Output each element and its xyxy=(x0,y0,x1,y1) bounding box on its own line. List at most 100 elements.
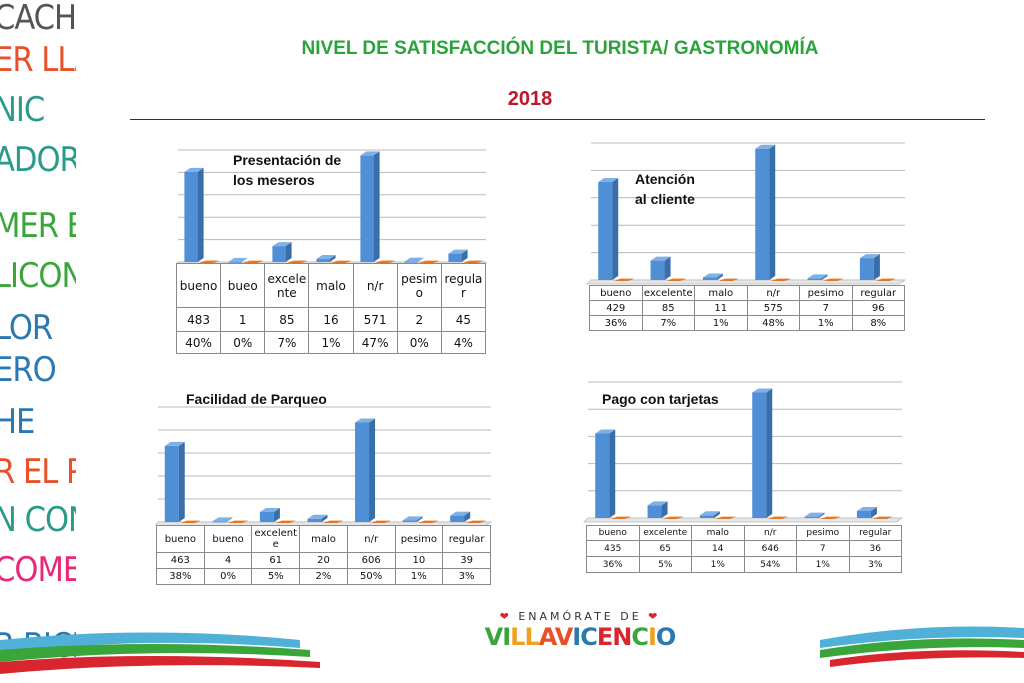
bar-front xyxy=(360,155,374,262)
table-header-line: excelent xyxy=(254,528,298,539)
bar-malo-3 xyxy=(316,255,352,263)
bar-side xyxy=(241,257,248,262)
side-art-word: NIC xyxy=(0,90,45,130)
side-art-word: ADORE xyxy=(0,140,76,180)
bar-bueo-1 xyxy=(228,257,264,263)
table-header-line: pesim xyxy=(401,271,438,286)
table-percent-cell: 36% xyxy=(586,556,640,573)
bar-secondary-mark xyxy=(199,260,220,263)
table-value-cell: 14 xyxy=(691,540,745,557)
bar-bueno-0 xyxy=(595,429,632,519)
table-value-cell: 85 xyxy=(264,307,310,332)
table-percent-cell: 5% xyxy=(251,568,301,585)
bar-side xyxy=(766,388,773,518)
title-divider xyxy=(130,119,985,120)
bar-top xyxy=(755,144,776,149)
bar-secondary-mark xyxy=(715,516,736,519)
logo-letter: I xyxy=(502,623,511,651)
table-percent-cell: 38% xyxy=(156,568,205,585)
table-value-cell: 463 xyxy=(156,552,205,569)
logo-letter: E xyxy=(596,623,613,651)
table-header-line: regular xyxy=(448,533,485,545)
bar-regular-6 xyxy=(448,249,484,263)
bar-front xyxy=(448,253,462,262)
bar-secondary-mark xyxy=(419,260,440,263)
bar-front xyxy=(702,277,717,280)
table-percent-cell: 4% xyxy=(440,331,487,354)
table-percent-cell: 54% xyxy=(743,556,797,573)
table-header-cell: bueno xyxy=(175,263,222,308)
bar-bueno-0 xyxy=(184,167,220,263)
villavicencio-logo: ❤ ENAMÓRATE DE ❤ VILLAVICENCIO xyxy=(480,610,680,660)
bar-top xyxy=(448,249,468,254)
bar-bueno-0 xyxy=(598,178,635,281)
table-header-cell: bueno xyxy=(156,525,205,553)
bar-top xyxy=(859,254,880,259)
table-header-cell: malo xyxy=(691,525,745,541)
table-header-cell: bueno xyxy=(203,525,253,553)
table-value-cell: 39 xyxy=(442,552,491,569)
chart-title: Atención al cliente xyxy=(635,169,695,209)
table-header-cell: malo xyxy=(299,525,348,553)
logo-letter: L xyxy=(510,623,525,651)
table-header-line: bueno xyxy=(598,528,627,538)
bar-side xyxy=(416,516,423,522)
bar-bueno-0 xyxy=(164,441,201,523)
table-header-cell: malo xyxy=(308,263,354,308)
table-header-cell: n/r xyxy=(352,263,398,308)
bar-side xyxy=(664,256,671,280)
bar-regular-5 xyxy=(856,507,893,519)
chart-floor xyxy=(586,279,907,285)
bar-top xyxy=(402,516,423,521)
table-header-line: bueno xyxy=(179,278,218,293)
chart-plot-area xyxy=(586,142,907,285)
table-header-cell: bueno xyxy=(586,525,640,541)
side-art-word: R BICI xyxy=(0,626,76,666)
bar-front xyxy=(355,422,370,522)
table-percent-cell: 1% xyxy=(799,315,853,331)
chart-title-line: Pago con tarjetas xyxy=(602,391,719,407)
bar-pesimo-5 xyxy=(404,257,440,263)
bar-nr-4 xyxy=(360,151,396,263)
table-value-cell: 16 xyxy=(308,307,354,332)
table-header-cell: n/r xyxy=(743,525,797,541)
bar-secondary-mark xyxy=(614,278,635,281)
bar-malo-3 xyxy=(307,514,344,523)
wave-band xyxy=(820,638,1024,658)
table-header-cell: n/r xyxy=(746,285,800,301)
table-value-cell: 65 xyxy=(638,540,692,557)
bar-front xyxy=(259,511,274,522)
table-percent-cell: 2% xyxy=(299,568,348,585)
bar-secondary-mark xyxy=(875,278,896,281)
table-header-cell: regular xyxy=(442,525,491,553)
bar-excelente-2 xyxy=(259,507,296,523)
table-header-line: regular xyxy=(859,528,892,538)
bar-front xyxy=(595,433,610,518)
table-header-line: regula xyxy=(444,271,483,286)
table-header-line: pesimo xyxy=(807,287,844,299)
bar-front xyxy=(699,515,714,518)
bar-top xyxy=(647,501,668,506)
chart-data-table: bueno excelente malo n/r pesimo regular 435 65 1… xyxy=(586,525,902,573)
bar-side xyxy=(769,144,776,280)
table-row: 36% 5% 1% 54% 1% 3% xyxy=(586,556,902,573)
bar-top xyxy=(316,255,336,260)
bar-top xyxy=(212,517,233,522)
bar-secondary-mark xyxy=(820,516,841,519)
table-percent-cell: 0% xyxy=(396,331,442,354)
bar-front xyxy=(752,392,767,518)
bar-secondary-mark xyxy=(331,260,352,263)
table-value-cell: 85 xyxy=(641,300,695,316)
table-percent-cell: 5% xyxy=(638,556,692,573)
logo-letter: V xyxy=(554,623,574,651)
table-row: 483 1 85 16 571 2 45 xyxy=(175,307,487,332)
bar-malo-2 xyxy=(702,273,739,281)
bar-front xyxy=(807,278,822,280)
table-header-line: excelente xyxy=(643,287,693,299)
table-percent-cell: 48% xyxy=(746,315,800,331)
side-art-word: R EL PARQ xyxy=(0,452,76,492)
chart-plot-area xyxy=(176,149,488,263)
bar-secondary-mark xyxy=(823,278,844,281)
table-value-cell: 429 xyxy=(589,300,643,316)
